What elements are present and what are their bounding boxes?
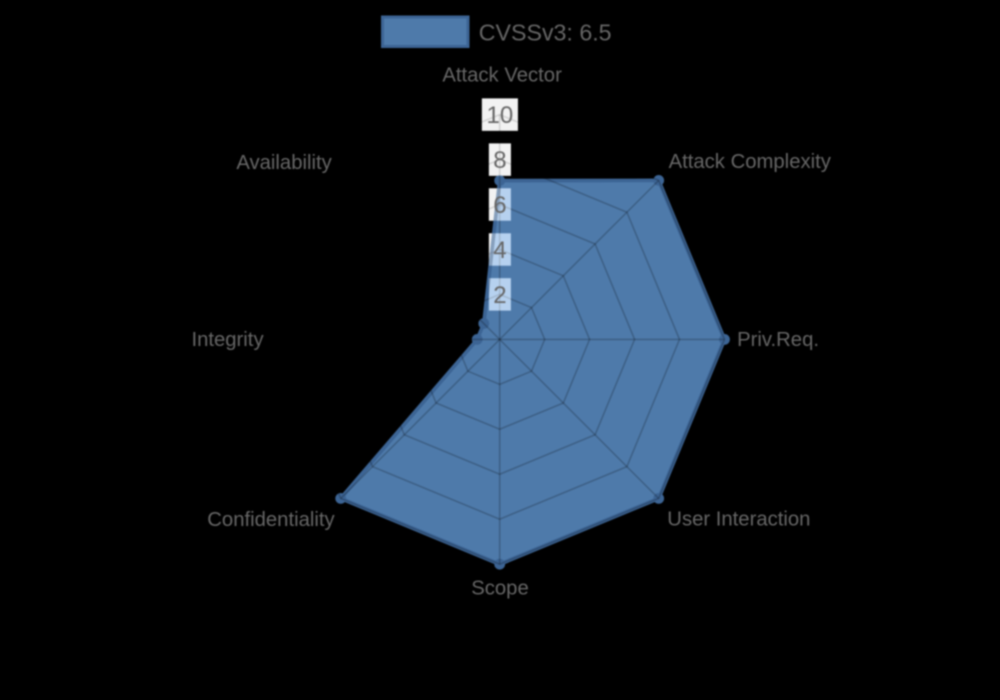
svg-text:CVSSv3: 6.5: CVSSv3: 6.5	[479, 20, 612, 46]
svg-text:8: 8	[493, 147, 506, 174]
svg-text:Priv.Req.: Priv.Req.	[737, 329, 819, 351]
svg-text:Availability: Availability	[236, 152, 332, 174]
svg-text:6: 6	[493, 192, 506, 219]
svg-text:Attack Complexity: Attack Complexity	[669, 151, 832, 173]
svg-text:4: 4	[493, 237, 506, 264]
svg-text:Confidentiality: Confidentiality	[207, 509, 335, 531]
svg-text:Integrity: Integrity	[191, 329, 264, 351]
svg-text:Attack Vector: Attack Vector	[442, 65, 562, 87]
svg-text:User Interaction: User Interaction	[667, 509, 810, 531]
svg-text:10: 10	[487, 102, 514, 129]
svg-text:Scope: Scope	[471, 577, 529, 599]
svg-text:2: 2	[493, 282, 506, 309]
